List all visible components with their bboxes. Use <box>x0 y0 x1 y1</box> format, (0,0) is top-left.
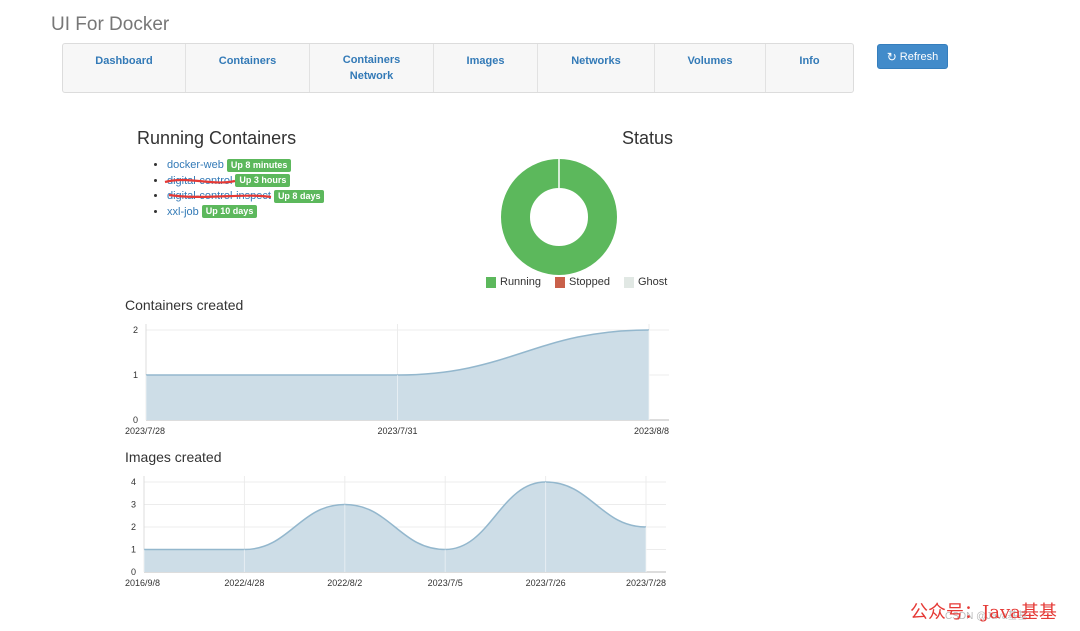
legend-swatch-running <box>486 276 496 288</box>
nav-containers-network[interactable]: Containers Network <box>310 44 434 92</box>
y-tick-label: 1 <box>131 545 136 555</box>
x-tick-label: 2023/8/8 <box>634 426 669 436</box>
status-donut-chart <box>501 158 617 275</box>
nav-volumes[interactable]: Volumes <box>655 44 766 92</box>
nav-info[interactable]: Info <box>799 55 820 67</box>
refresh-icon: ↻ <box>886 49 897 64</box>
y-tick-label: 0 <box>131 567 136 577</box>
series-line <box>146 329 650 376</box>
nav-containers-network-label: Containers Network <box>342 54 401 82</box>
legend-item: Running <box>486 276 541 288</box>
images-created-title: Images created <box>125 449 222 465</box>
container-link[interactable]: digital-control-inspect <box>167 190 271 203</box>
images-created-chart: 0 1 2 3 4 2016/9/8 2022/4/28 2022/8/2 2023/7/5 20… <box>125 476 666 588</box>
nav-images[interactable]: Images <box>434 44 538 92</box>
status-badge: Up 8 minutes <box>226 158 292 172</box>
series-line <box>144 481 647 551</box>
x-tick-label: 2023/7/26 <box>526 578 566 588</box>
x-tick-label: 2023/7/28 <box>626 578 666 588</box>
main-navbar: Dashboard Containers Containers Network … <box>62 43 854 93</box>
legend-swatch-ghost <box>623 276 634 288</box>
containers-created-title: Containers created <box>125 297 244 313</box>
container-link[interactable]: digital-control <box>167 174 233 187</box>
y-tick-label: 4 <box>131 477 136 487</box>
app-title: UI For Docker <box>51 14 170 35</box>
x-tick-label: 2022/8/2 <box>327 578 362 588</box>
y-tick-label: 2 <box>133 325 138 335</box>
legend-item: Stopped <box>554 276 610 288</box>
y-tick-label: 1 <box>133 370 138 380</box>
csdn-watermark: CSDN @Java基基 <box>945 611 1028 622</box>
refresh-button[interactable]: ↻ Refresh <box>877 44 948 69</box>
nav-networks[interactable]: Networks <box>538 44 655 92</box>
x-tick-label: 2022/4/28 <box>224 578 264 588</box>
legend-label: Running <box>500 276 541 288</box>
running-containers-heading: Running Containers <box>137 128 297 148</box>
legend-item: Ghost <box>623 276 668 288</box>
status-legend: Running Stopped Ghost <box>486 276 681 288</box>
x-tick-label: 2016/9/8 <box>125 578 160 588</box>
containers-created-chart: 0 1 2 2023/7/28 2023/7/31 2023/8/8 <box>125 324 669 436</box>
nav-dashboard[interactable]: Dashboard <box>63 44 186 92</box>
status-heading: Status <box>622 128 674 148</box>
status-badge: Up 3 hours <box>235 174 291 188</box>
y-tick-label: 3 <box>131 500 136 510</box>
container-link[interactable]: docker-web <box>167 159 224 171</box>
legend-label: Stopped <box>568 276 610 288</box>
x-tick-label: 2023/7/31 <box>377 426 417 436</box>
refresh-label: Refresh <box>899 50 939 63</box>
wechat-watermark: 公众号：Java基基 <box>910 602 1057 623</box>
legend-swatch-stopped <box>554 276 565 288</box>
status-badge: Up 8 days <box>273 189 325 203</box>
legend-label: Ghost <box>637 276 668 288</box>
x-tick-label: 2023/7/28 <box>125 426 165 436</box>
status-badge: Up 10 days <box>201 205 258 219</box>
container-link[interactable]: xxl-job <box>167 205 199 218</box>
y-tick-label: 2 <box>131 522 136 532</box>
nav-containers[interactable]: Containers <box>186 44 310 92</box>
x-tick-label: 2023/7/5 <box>428 578 463 588</box>
y-tick-label: 0 <box>133 415 138 425</box>
